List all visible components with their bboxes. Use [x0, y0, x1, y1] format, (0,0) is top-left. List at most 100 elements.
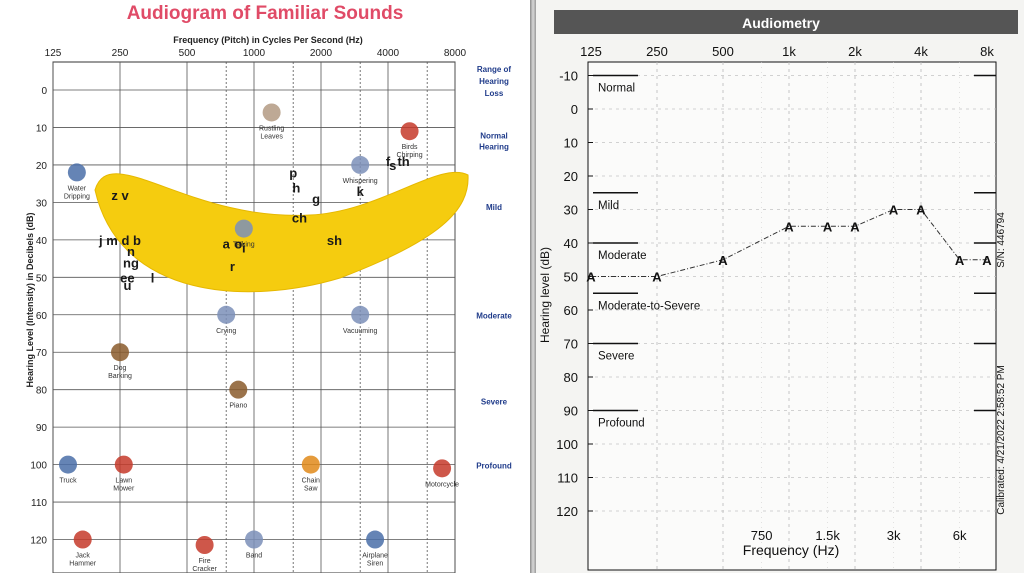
faucet-icon	[67, 163, 86, 182]
category-label: Severe	[598, 351, 634, 363]
motorcycle-icon	[433, 459, 452, 478]
sound-label: Dripping	[64, 193, 90, 200]
sound-label: Water	[68, 185, 87, 192]
x-tick-labels: 125 250 500 1000 2000 4000 8000	[45, 48, 467, 59]
familiar-sounds-audiogram: Audiogram of Familiar Sounds Frequency (…	[25, 3, 513, 573]
y-tick-labels: 0 10 20 30 40 50 60 70 80 90 100 110 120	[30, 86, 47, 547]
y-tick-label: 40	[36, 236, 48, 247]
top-tick-label: 1k	[782, 44, 796, 59]
y-tick-label: 10	[36, 123, 48, 134]
y-tick-label: 20	[36, 161, 48, 172]
sound-label: Fire	[199, 558, 211, 565]
sound-label: Band	[246, 553, 262, 560]
y-tick-label: 90	[564, 404, 578, 419]
grid-lines	[52, 62, 456, 573]
speech-sound-label: s	[389, 158, 396, 173]
speech-sound-label: z v	[111, 188, 129, 203]
y-tick-label: 80	[36, 386, 48, 397]
y-tick-label: 70	[564, 337, 578, 352]
x-tick-label: 2000	[310, 48, 333, 59]
top-tick-label: 8k	[980, 44, 994, 59]
sound-label: Lawn	[115, 478, 132, 485]
vacuum-icon	[351, 305, 370, 324]
threshold-series: A A A A A A A A A A	[586, 203, 992, 285]
audiometry-y-label: Hearing level (dB)	[538, 247, 552, 343]
sound-label: Mower	[113, 486, 135, 493]
familiar-sounds-chart: Audiogram of Familiar Sounds Frequency (…	[25, 3, 512, 573]
y-tick-label: 110	[557, 471, 578, 486]
category-label: Mild	[598, 200, 619, 212]
y-tick-label: 10	[564, 136, 578, 151]
range-header-line: Loss	[485, 89, 504, 98]
range-label: Hearing	[479, 143, 509, 152]
threshold-point: A	[982, 253, 992, 268]
range-header: Range of Hearing Loss	[477, 65, 512, 98]
header-bar	[554, 10, 1018, 34]
band-icon	[245, 530, 263, 549]
bottom-tick-label: 6k	[953, 528, 967, 543]
speech-sound-label: ch	[292, 210, 307, 225]
panel-divider	[530, 0, 536, 573]
speech-sound-label: o	[234, 237, 242, 252]
speech-sound-label: sh	[327, 233, 342, 248]
speech-sound-label: th	[397, 154, 409, 169]
sound-label: Crying	[216, 328, 236, 335]
speech-sound-label: k	[357, 184, 365, 199]
audiometry-tick-labels: 125 250 500 1k 2k 4k 8k 750 1.5k 3k 6k -10 0 10 20 30 40…	[556, 44, 994, 543]
jackhammer-icon	[73, 530, 92, 549]
bottom-tick-label: 750	[751, 528, 773, 543]
threshold-point: A	[850, 219, 860, 234]
sound-label: Chirping	[397, 152, 423, 159]
range-header-line: Hearing	[479, 77, 509, 86]
audiometry-panel: Audiometry 125 250 500 1k 2k 4k 8k 750 1.5k 3k 6k -…	[536, 0, 1024, 573]
range-label: Mild	[486, 203, 502, 212]
serial-number: S/N: 446794	[996, 212, 1007, 268]
chainsaw-icon	[301, 455, 320, 474]
chart-title: Audiogram of Familiar Sounds	[127, 3, 404, 24]
y-tick-label: 90	[36, 423, 48, 434]
audiometry-x-label: Frequency (Hz)	[743, 542, 839, 558]
x-tick-label: 4000	[377, 48, 400, 59]
sound-label: Saw	[304, 486, 319, 493]
x-axis-title: Frequency (Pitch) in Cycles Per Second (…	[173, 35, 363, 45]
y-tick-label: 50	[564, 270, 578, 285]
top-tick-label: 125	[580, 44, 602, 59]
hearing-loss-ranges: Normal Hearing Mild Moderate Severe Profound	[476, 132, 512, 471]
range-header-line: Range of	[477, 65, 512, 74]
range-label: Normal	[480, 132, 508, 141]
speech-sound-label: e	[127, 270, 134, 285]
category-label: Moderate	[598, 250, 647, 262]
threshold-line	[591, 209, 987, 277]
sound-label: Leaves	[260, 133, 283, 140]
lawn-mower-icon	[114, 455, 133, 474]
y-tick-label: 120	[30, 536, 47, 547]
x-tick-label: 1000	[243, 48, 266, 59]
people-icon	[351, 155, 370, 174]
y-tick-label: 100	[30, 461, 47, 472]
sound-label: Vacuuming	[343, 328, 378, 335]
sound-label: Jack	[76, 553, 91, 560]
sound-label: Talking	[233, 242, 255, 249]
y-tick-label: 30	[564, 203, 578, 218]
top-tick-label: 250	[646, 44, 668, 59]
degree-of-loss-labels: Normal Mild Moderate Moderate-to-Severe Seve…	[593, 74, 996, 430]
speech-banana	[94, 171, 469, 293]
y-tick-label: 20	[564, 169, 578, 184]
airplane-icon	[366, 530, 385, 549]
speech-sound-label: e	[120, 270, 127, 285]
y-tick-label: 60	[36, 311, 48, 322]
sound-label: Hammer	[69, 561, 97, 568]
y-tick-label: 0	[41, 86, 47, 97]
calibration-date: Calibrated: 4/21/2022 2:58:52 PM	[996, 365, 1007, 515]
audiometry-header: Audiometry	[742, 15, 820, 31]
x-tick-label: 125	[45, 48, 62, 59]
y-tick-label: 80	[564, 370, 578, 385]
threshold-point: A	[955, 253, 965, 268]
speech-sound-label: r	[230, 259, 235, 274]
y-tick-label: 60	[564, 303, 578, 318]
threshold-point: A	[784, 219, 794, 234]
threshold-point: A	[889, 203, 899, 218]
x-tick-label: 250	[112, 48, 129, 59]
y-tick-label: -10	[559, 69, 578, 84]
